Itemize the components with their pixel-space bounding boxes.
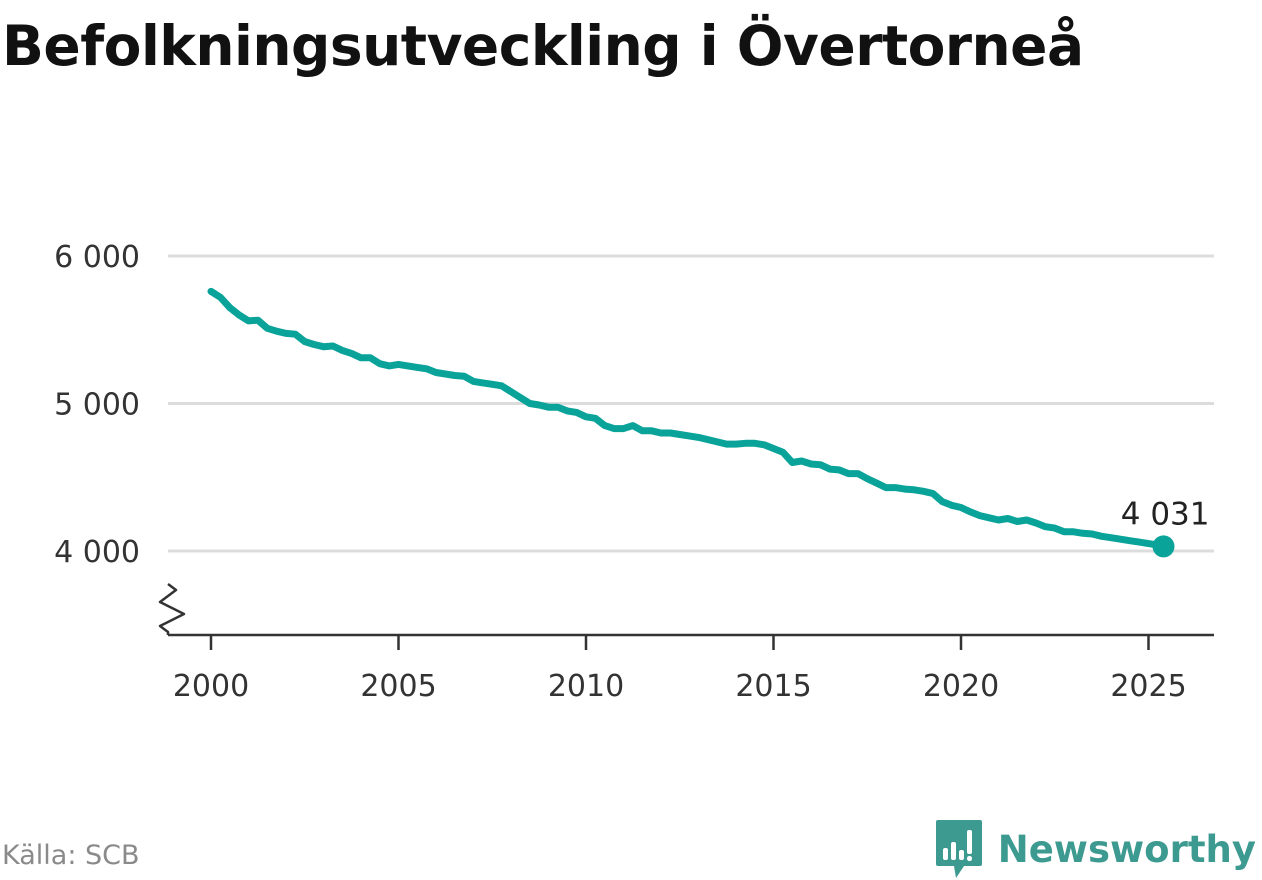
page-title: Befolkningsutveckling i Övertorneå bbox=[2, 14, 1084, 78]
x-tick-label: 2010 bbox=[548, 669, 624, 704]
x-tick-label: 2025 bbox=[1110, 669, 1186, 704]
brand-logo: Newsworthy bbox=[934, 818, 1256, 880]
y-tick-label: 4 000 bbox=[54, 535, 140, 570]
x-axis-ticks: 2000 2005 2010 2015 2020 2025 bbox=[173, 635, 1187, 704]
axes bbox=[158, 583, 1214, 637]
series-group: 4 031 bbox=[207, 287, 1210, 558]
end-value-label: 4 031 bbox=[1121, 496, 1210, 532]
x-tick-label: 2020 bbox=[923, 669, 999, 704]
series-line bbox=[207, 287, 1167, 550]
y-axis-break-mark bbox=[158, 583, 186, 635]
y-tick-label: 5 000 bbox=[54, 388, 140, 423]
x-tick-label: 2015 bbox=[735, 669, 811, 704]
y-axis-ticks: 4 000 5 000 6 000 bbox=[54, 240, 140, 570]
y-tick-label: 6 000 bbox=[54, 240, 140, 275]
gridlines bbox=[168, 254, 1214, 553]
brand-name: Newsworthy bbox=[997, 827, 1256, 871]
bar-chart-speech-bubble-icon bbox=[935, 820, 982, 878]
x-tick-label: 2000 bbox=[173, 669, 249, 704]
end-point-marker bbox=[1152, 535, 1175, 558]
x-tick-label: 2005 bbox=[360, 669, 436, 704]
source-note: Källa: SCB bbox=[2, 840, 140, 871]
